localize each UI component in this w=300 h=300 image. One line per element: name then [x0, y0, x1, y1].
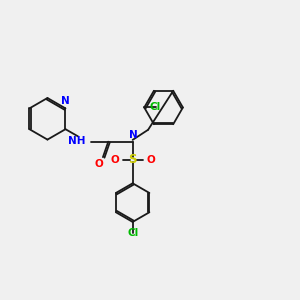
Text: S: S [128, 153, 137, 166]
Text: Cl: Cl [150, 103, 161, 112]
Text: O: O [110, 154, 119, 164]
Text: N: N [61, 96, 70, 106]
Text: O: O [95, 159, 104, 169]
Text: NH: NH [68, 136, 85, 146]
Text: N: N [129, 130, 137, 140]
Text: Cl: Cl [127, 228, 138, 238]
Text: O: O [146, 154, 155, 164]
